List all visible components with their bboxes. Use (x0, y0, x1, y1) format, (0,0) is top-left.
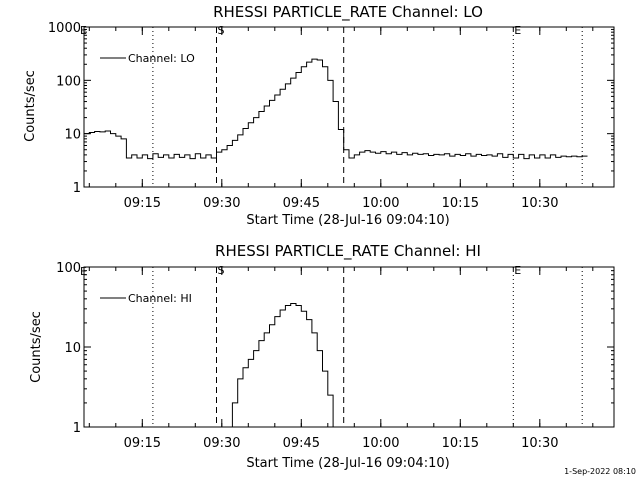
lo-y-axis-label: Counts/sec (23, 70, 38, 142)
hi-legend-label: Channel: HI (128, 292, 192, 305)
hi-y-ticks: 1 10 100 (56, 261, 614, 436)
hi-channel-panel: RHESSI PARTICLE_RATE Channel: HI Counts/… (29, 242, 615, 471)
hi-x-tick-label: 09:30 (203, 436, 240, 451)
hi-plot-frame (83, 266, 615, 428)
hi-y-tick-label: 10 (64, 341, 81, 356)
hi-corner-mark: E (80, 265, 87, 278)
lo-x-tick-label: 10:00 (362, 196, 399, 211)
lo-chart-title: RHESSI PARTICLE_RATE Channel: LO (213, 3, 483, 22)
lo-x-tick-label: 10:15 (442, 196, 479, 211)
lo-x-tick-label: 09:45 (283, 196, 320, 211)
lo-x-tick-label: 09:15 (124, 196, 161, 211)
lo-x-axis-label: Start Time (28-Jul-16 09:04:10) (246, 213, 449, 228)
lo-y-tick-label: 10 (64, 128, 81, 143)
lo-y-tick-label: 100 (56, 74, 81, 89)
lo-corner-mark: E (80, 24, 87, 37)
lo-channel-panel: RHESSI PARTICLE_RATE Channel: LO Counts/… (23, 3, 615, 228)
lo-plot-frame (83, 26, 615, 188)
footer-timestamp: 1-Sep-2022 08:10 (564, 467, 636, 476)
lo-marker-label: E (514, 24, 521, 37)
lo-y-tick-label: 1 (73, 181, 81, 196)
hi-x-tick-label: 09:45 (283, 436, 320, 451)
hi-x-axis-label: Start Time (28-Jul-16 09:04:10) (246, 456, 449, 471)
lo-marker-label: S (218, 24, 225, 37)
hi-x-tick-label: 10:15 (442, 436, 479, 451)
hi-x-tick-label: 10:30 (521, 436, 558, 451)
lo-series-line (84, 58, 588, 160)
lo-y-ticks: 1 10 100 1000 (48, 21, 614, 196)
lo-legend-label: Channel: LO (128, 52, 195, 65)
lo-y-tick-label: 1000 (48, 21, 81, 36)
hi-series-line (227, 302, 339, 428)
hi-x-ticks: 09:15 09:30 09:45 10:00 10:15 10:30 (88, 267, 594, 451)
hi-y-tick-label: 100 (56, 261, 81, 276)
lo-x-tick-label: 10:30 (521, 196, 558, 211)
hi-y-tick-label: 1 (73, 421, 81, 436)
hi-x-tick-label: 09:15 (124, 436, 161, 451)
hi-chart-title: RHESSI PARTICLE_RATE Channel: HI (215, 242, 481, 261)
lo-x-ticks: 09:15 09:30 09:45 10:00 10:15 10:30 (88, 27, 594, 211)
hi-x-tick-label: 10:00 (362, 436, 399, 451)
hi-marker-label: S (218, 264, 225, 277)
lo-x-tick-label: 09:30 (203, 196, 240, 211)
hi-marker-label: E (514, 264, 521, 277)
hi-y-axis-label: Counts/sec (29, 311, 44, 383)
